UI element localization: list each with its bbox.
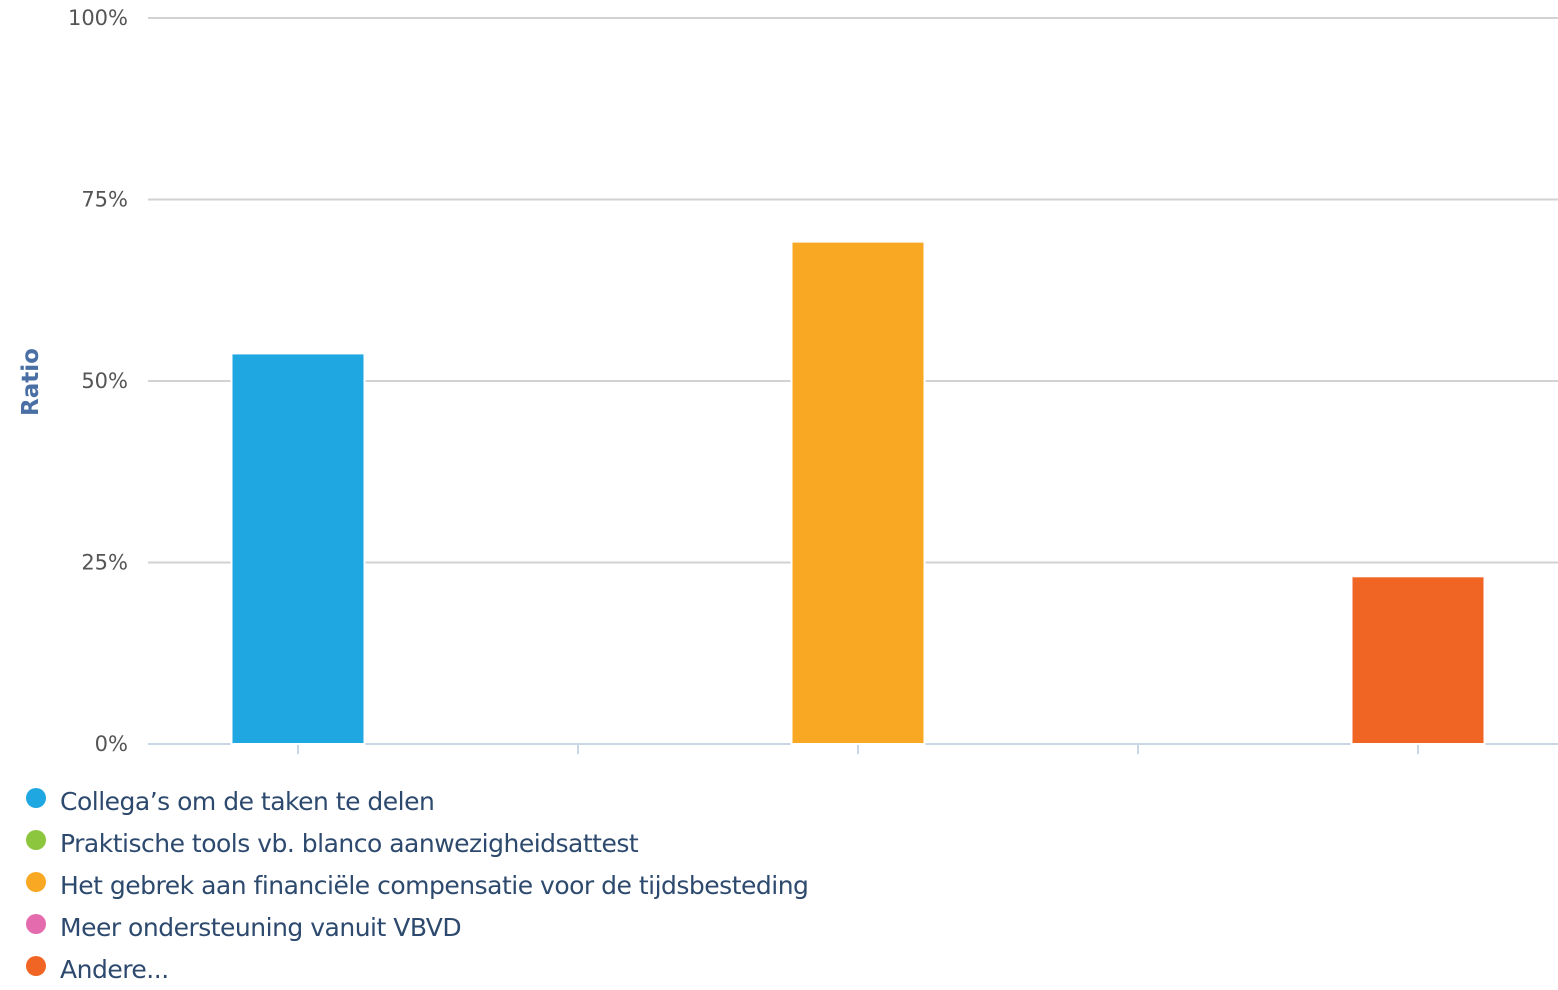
y-tick-label: 50% — [81, 369, 128, 393]
legend-label: Collega’s om de taken te delen — [60, 786, 435, 816]
bar-chart: 0% 25% 50% 75% 100% Ratio — [18, 6, 1558, 756]
legend-item[interactable]: Meer ondersteuning vanuit VBVD — [26, 906, 1426, 948]
legend-item[interactable]: Andere... — [26, 948, 1426, 990]
legend-swatch-3 — [26, 914, 46, 934]
legend-label: Het gebrek aan financiële compensatie vo… — [60, 870, 809, 900]
y-tick-label: 75% — [81, 188, 128, 212]
y-axis-label: Ratio — [18, 348, 44, 416]
legend-swatch-0 — [26, 788, 46, 808]
y-tick-label: 100% — [68, 6, 128, 30]
y-tick-label: 0% — [95, 732, 128, 756]
legend-swatch-2 — [26, 872, 46, 892]
y-tick-label: 25% — [81, 551, 128, 575]
bar[interactable] — [1350, 575, 1486, 745]
bar[interactable] — [230, 352, 366, 745]
legend-label: Meer ondersteuning vanuit VBVD — [60, 912, 462, 942]
legend-label: Andere... — [60, 954, 169, 984]
bar[interactable] — [790, 240, 926, 745]
legend: Collega’s om de taken te delen Praktisch… — [26, 780, 1426, 990]
legend-swatch-1 — [26, 830, 46, 850]
x-axis — [148, 743, 1558, 754]
legend-label: Praktische tools vb. blanco aanwezigheid… — [60, 828, 639, 858]
legend-item[interactable]: Het gebrek aan financiële compensatie vo… — [26, 864, 1426, 906]
legend-swatch-4 — [26, 956, 46, 976]
legend-item[interactable]: Praktische tools vb. blanco aanwezigheid… — [26, 822, 1426, 864]
legend-item[interactable]: Collega’s om de taken te delen — [26, 780, 1426, 822]
bars — [230, 240, 1486, 745]
y-axis-ticks: 0% 25% 50% 75% 100% — [68, 6, 128, 756]
